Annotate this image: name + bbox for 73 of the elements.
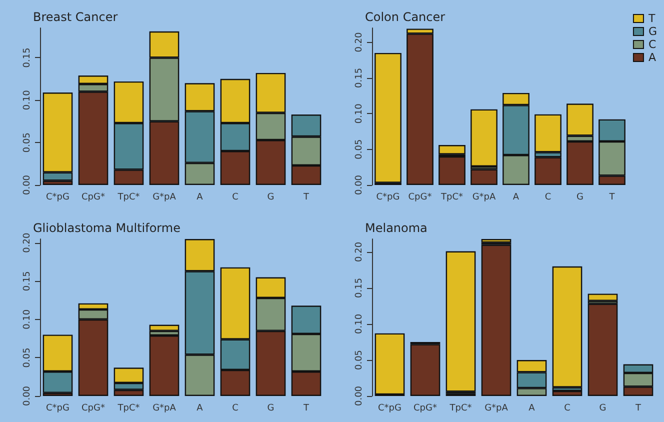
y-tick-label: 0.00	[354, 174, 364, 196]
bar	[374, 333, 405, 395]
x-tick-label: G	[599, 404, 606, 414]
x-tick-label: A	[528, 404, 536, 414]
x-tick-label: C*pG	[378, 404, 402, 414]
legend-label: A	[648, 51, 656, 64]
y-tick-label: 0.15	[22, 48, 32, 68]
bar	[374, 52, 402, 183]
bar	[410, 344, 440, 396]
bar	[470, 169, 498, 185]
bar	[552, 390, 582, 396]
x-tick-label: TpC*	[116, 192, 140, 202]
x-tick-label: C*pG	[46, 192, 70, 202]
y-tick-label: 0.20	[354, 32, 364, 52]
x-tick-label: CpG*	[82, 192, 106, 202]
bar	[588, 304, 618, 396]
y-tick-label: 0.05	[22, 348, 32, 368]
x-tick-label: G*pA	[152, 192, 177, 202]
y-tick-label: 0.20	[22, 232, 32, 253]
x-tick-label: G*pA	[152, 404, 177, 414]
x-tick-label: CpG*	[82, 404, 106, 414]
bar	[446, 251, 476, 392]
x-tick-label: C	[544, 192, 552, 202]
x-tick-label: T	[608, 192, 616, 202]
bar	[470, 109, 498, 166]
x-tick-label: C	[564, 404, 570, 414]
chart-title: Breast Cancer	[33, 10, 118, 24]
bar	[438, 145, 466, 154]
x-tick-label: A	[512, 192, 520, 202]
bar	[481, 239, 512, 243]
y-tick-label: 0.05	[354, 350, 364, 370]
y-tick-label: 0.05	[354, 139, 364, 160]
chart-title: Glioblastoma Multiforme	[33, 221, 180, 235]
y-tick-label: 0.00	[22, 174, 32, 196]
chart-title: Colon Cancer	[365, 10, 446, 24]
y-tick-label: 0.05	[22, 132, 32, 153]
x-tick-label: T	[302, 192, 310, 202]
x-tick-label: TpC*	[116, 404, 140, 414]
x-tick-label: G	[267, 192, 274, 202]
x-tick-label: TpC*	[448, 404, 472, 414]
x-tick-label: TpC*	[440, 192, 464, 202]
x-tick-label: G*pA	[484, 404, 509, 414]
x-tick-label: CpG*	[408, 192, 432, 202]
x-tick-label: C	[232, 404, 238, 414]
bar	[552, 266, 582, 388]
x-tick-label: T	[634, 404, 642, 414]
bar	[588, 294, 618, 301]
x-tick-label: CpG*	[414, 404, 438, 414]
y-tick-label: 0.15	[354, 68, 364, 88]
bar	[438, 156, 466, 185]
y-tick-label: 0.10	[354, 314, 364, 334]
y-tick-label: 0.10	[22, 309, 32, 330]
x-tick-label: C	[232, 192, 238, 202]
y-tick-label: 0.00	[354, 386, 364, 406]
x-tick-label: G	[267, 404, 274, 414]
y-tick-label: 0.20	[354, 242, 364, 262]
y-tick-label: 0.10	[22, 90, 32, 110]
legend-label: T	[647, 12, 656, 25]
y-tick-label: 0.15	[354, 278, 364, 298]
x-tick-label: G	[576, 192, 584, 202]
x-tick-label: A	[196, 404, 204, 414]
y-tick-label: 0.15	[22, 271, 32, 292]
y-tick-label: 0.10	[354, 103, 364, 124]
legend-label: G	[648, 25, 658, 38]
x-tick-label: C*pG	[46, 404, 70, 414]
legend-label: C	[648, 38, 656, 51]
y-tick-label: 0.00	[22, 386, 32, 406]
bar	[481, 244, 512, 396]
x-tick-label: A	[196, 192, 204, 202]
x-tick-label: C*pG	[376, 192, 400, 202]
x-tick-label: G*pA	[472, 192, 497, 202]
chart-title: Melanoma	[365, 221, 428, 235]
x-tick-label: T	[302, 404, 310, 414]
